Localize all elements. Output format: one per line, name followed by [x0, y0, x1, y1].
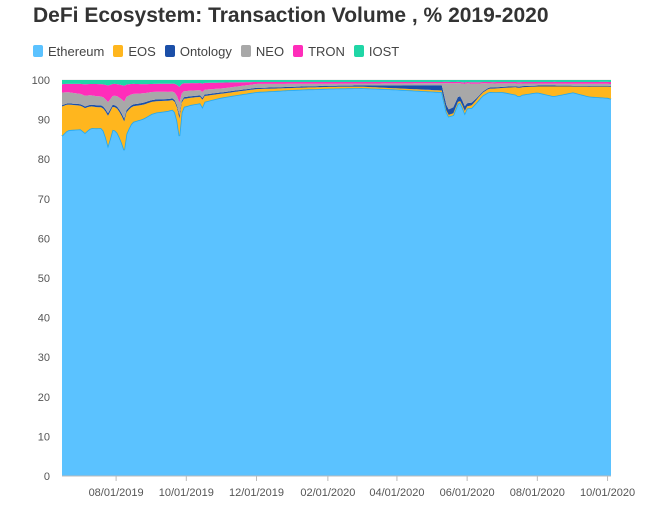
legend-swatch-eos [113, 45, 124, 57]
y-tick-label: 10 [38, 431, 50, 443]
legend-label-ontology: Ontology [179, 43, 232, 59]
y-tick-label: 60 [38, 233, 50, 245]
legend-swatch-ethereum [33, 45, 43, 57]
x-tick-label: 08/01/2020 [510, 487, 565, 499]
legend-item-ethereum[interactable]: Ethereum [33, 44, 104, 59]
legend-swatch-neo [240, 45, 251, 57]
legend-label-eos: EOS [128, 43, 156, 59]
legend-item-eos[interactable]: EOS [113, 43, 156, 59]
y-tick-label: 100 [32, 75, 50, 87]
y-tick-label: 50 [38, 273, 50, 285]
legend-label-neo: NEO [255, 43, 285, 59]
y-tick-label: 80 [38, 154, 50, 166]
legend-label-tron: TRON [308, 43, 345, 59]
legend-item-ontology[interactable]: Ontology [164, 43, 232, 59]
legend-label-ethereum: Ethereum [48, 43, 105, 59]
x-tick-label: 04/01/2020 [369, 487, 424, 499]
area-series-group [61, 80, 612, 476]
y-tick-label: 20 [38, 392, 50, 404]
area-series-eos[interactable] [62, 86, 611, 151]
y-tick-label: 90 [38, 115, 50, 127]
y-tick-label: 70 [38, 194, 50, 206]
x-tick-label: 10/01/2019 [159, 487, 214, 499]
axes: 0 10 20 30 40 50 60 70 80 90 100 08/01/2019 10/01/20… [32, 75, 635, 499]
x-tick-label: 06/01/2020 [440, 487, 495, 499]
area-series-ethereum[interactable] [62, 88, 611, 476]
legend-item-neo[interactable]: NEO [240, 43, 285, 59]
chart-title: DeFi Ecosystem: Transaction Volume , % 2… [33, 4, 549, 27]
area-series-iost[interactable] [62, 80, 611, 87]
legend-swatch-tron [293, 45, 304, 57]
legend-swatch-iost [353, 45, 364, 57]
area-series-neo[interactable] [62, 83, 611, 119]
y-tick-label: 40 [38, 313, 50, 325]
legend-label-iost: IOST [368, 43, 400, 59]
legend-swatch-ontology [164, 45, 175, 57]
x-tick-label: 10/01/2020 [580, 487, 635, 499]
legend-item-tron[interactable]: TRON [293, 44, 345, 59]
y-tick-label: 30 [38, 352, 50, 364]
x-tick-label: 12/01/2019 [229, 487, 284, 499]
chart-legend: Ethereum EOS Ontology NEO TRON IOST [33, 42, 408, 60]
y-tick-label: 0 [44, 471, 50, 483]
legend-item-iost[interactable]: IOST [353, 43, 400, 59]
x-tick-label: 02/01/2020 [300, 487, 355, 499]
x-tick-label: 08/01/2019 [89, 487, 144, 499]
area-series-tron[interactable] [62, 81, 611, 103]
